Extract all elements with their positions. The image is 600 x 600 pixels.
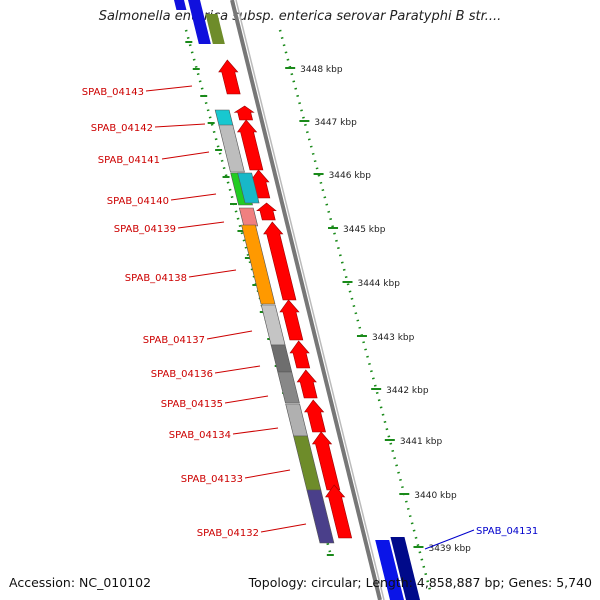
features — [174, 0, 420, 600]
gene-label[interactable]: SPAB_04133 — [181, 474, 243, 485]
gene-label[interactable]: SPAB_04131 — [476, 526, 538, 537]
gene-block-top-blue — [188, 0, 211, 44]
gene-label[interactable]: SPAB_04137 — [143, 335, 205, 346]
gene-block-teal — [237, 172, 260, 204]
cds-arrow — [236, 119, 264, 171]
gene-block-orange — [241, 224, 276, 305]
gene-block-cyan — [214, 109, 234, 127]
ruler-label: 3446 kbp — [329, 171, 372, 181]
cds-arrow — [256, 202, 277, 221]
ruler-label: 3445 kbp — [343, 225, 386, 235]
ruler-label: 3440 kbp — [414, 491, 457, 501]
gene-label[interactable]: SPAB_04134 — [169, 430, 231, 441]
gene-label-leader — [224, 395, 269, 404]
gene-block-top-olive — [205, 14, 225, 44]
gene-label-leader — [206, 330, 253, 340]
gene-label-leader — [177, 221, 225, 229]
cds-arrow — [325, 484, 353, 539]
cds-arrow — [304, 399, 326, 433]
gene-label[interactable]: SPAB_04141 — [98, 155, 160, 166]
gene-label-leader — [232, 427, 279, 435]
gene-labels: SPAB_04143 SPAB_04142 SPAB_04141 SPAB_04140… — [82, 85, 538, 550]
cds-arrow — [233, 105, 255, 121]
gene-label[interactable]: SPAB_04142 — [91, 123, 153, 134]
cds-arrow — [279, 299, 304, 341]
gene-label-leader — [154, 123, 206, 128]
cds-arrow — [289, 340, 311, 369]
gene-label-leader — [188, 269, 237, 278]
accession-text: Accession: NC_010102 — [9, 575, 152, 590]
gene-label[interactable]: SPAB_04135 — [161, 399, 223, 410]
ruler-label: 3447 kbp — [314, 118, 357, 128]
gene-label-leader — [260, 523, 307, 533]
gene-block-top-blue-2 — [174, 0, 187, 10]
gene-block-darkgray — [270, 344, 293, 373]
ruler-label: 3448 kbp — [300, 65, 343, 75]
gene-label-leader — [170, 193, 217, 201]
cds-arrow — [296, 369, 318, 399]
gene-block-bottom-navy — [390, 537, 420, 600]
ruler-label: 3442 kbp — [386, 386, 429, 396]
gene-block-gray-3 — [285, 403, 308, 437]
gene-label-leader — [214, 365, 261, 374]
gene-block-pink — [238, 207, 259, 227]
genome-backbone-highlight — [235, 0, 385, 600]
cds-arrow — [263, 221, 297, 301]
gene-block-indigo — [306, 489, 335, 544]
gene-block-bottom-blue — [375, 540, 404, 600]
gene-label[interactable]: SPAB_04138 — [125, 273, 187, 284]
ruler-label: 3443 kbp — [372, 333, 415, 343]
gene-label-leader — [161, 151, 210, 160]
ruler-label: 3439 kbp — [428, 544, 471, 554]
topology-text: Topology: circular; Length: 4,858,887 bp… — [248, 575, 592, 590]
gene-label[interactable]: SPAB_04136 — [151, 369, 213, 380]
gene-label-leader — [424, 529, 475, 550]
cds-arrow — [218, 59, 241, 95]
gene-label-leader — [244, 469, 291, 479]
gene-label[interactable]: SPAB_04132 — [197, 528, 259, 539]
ruler-label: 3444 kbp — [358, 279, 401, 289]
gene-label[interactable]: SPAB_04139 — [114, 224, 176, 235]
ruler-label: 3441 kbp — [400, 437, 443, 447]
gene-label-leader — [145, 85, 193, 92]
gene-label[interactable]: SPAB_04140 — [107, 196, 169, 207]
genome-backbone — [230, 0, 382, 600]
ruler: 3448 kbp 3447 kbp 3446 kbp 3445 kbp 3444 kbp… — [285, 65, 471, 554]
gene-label[interactable]: SPAB_04143 — [82, 87, 144, 98]
gene-block-gray-2 — [277, 371, 300, 404]
gene-block-gray — [218, 124, 245, 173]
